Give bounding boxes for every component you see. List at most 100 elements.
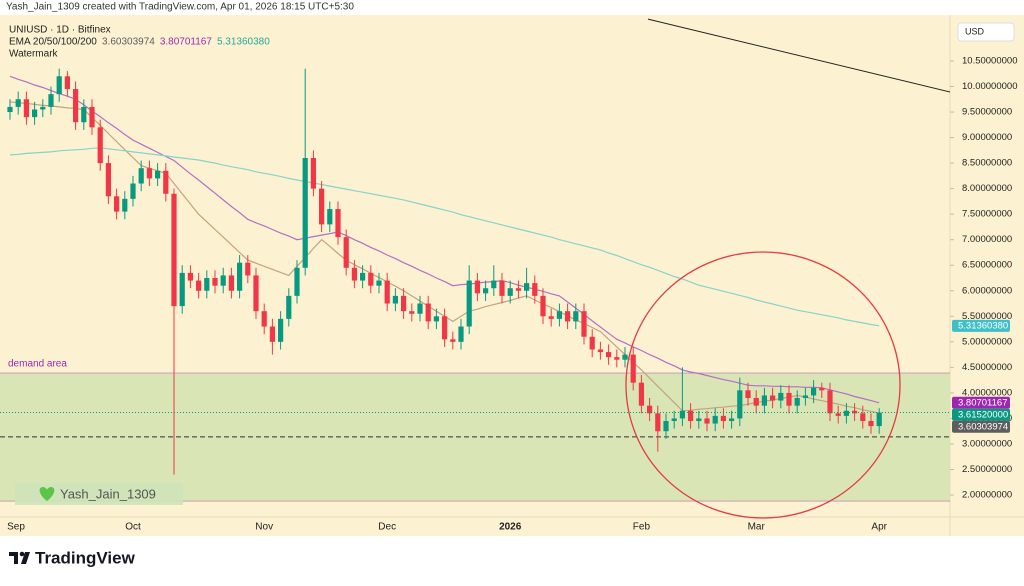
candle-body xyxy=(606,352,612,358)
candle-body xyxy=(720,415,726,421)
candle-body xyxy=(647,405,653,414)
candle-body xyxy=(532,283,538,296)
watermark-label: Watermark xyxy=(9,49,59,60)
candle-body xyxy=(802,395,808,399)
candle-body xyxy=(15,99,21,107)
candle-body xyxy=(278,318,284,342)
candle-body xyxy=(524,283,530,291)
logo-part xyxy=(21,552,30,564)
plot-area xyxy=(0,18,950,502)
brand-logo xyxy=(9,551,30,564)
y-tick-label: 8.00000000 xyxy=(962,183,1012,194)
candle-body xyxy=(597,349,603,353)
candle-body xyxy=(253,275,259,312)
candle-body xyxy=(827,390,833,414)
x-tick-label: Sep xyxy=(7,522,25,533)
logo-part xyxy=(14,552,18,564)
candle-body xyxy=(786,392,792,406)
candle-body xyxy=(310,157,316,189)
candle-body xyxy=(622,354,628,360)
candle-body xyxy=(573,311,579,322)
candle-body xyxy=(499,280,505,296)
candle-body xyxy=(335,209,341,238)
candle-body xyxy=(761,395,767,406)
x-tick-label: Mar xyxy=(748,522,766,533)
candle-body xyxy=(392,295,398,304)
ema-value: 5.31360380 xyxy=(217,37,270,48)
candle-body xyxy=(876,412,882,427)
price-tag-label: 3.60303974 xyxy=(958,421,1008,432)
y-tick-label: 4.00000000 xyxy=(962,387,1012,398)
candle-body xyxy=(360,272,366,281)
candle-body xyxy=(89,106,95,128)
x-tick-label: Feb xyxy=(633,522,651,533)
candle-body xyxy=(286,295,292,319)
candle-body xyxy=(474,280,480,294)
price-tag xyxy=(952,408,1010,421)
candle-body xyxy=(450,339,456,342)
y-tick-label: 2.50000000 xyxy=(962,464,1012,475)
candle-body xyxy=(48,94,54,107)
price-tag-label: 5.31360380 xyxy=(958,320,1008,331)
y-tick-label: 7.50000000 xyxy=(962,209,1012,220)
candle-body xyxy=(237,262,243,291)
ema-value: 3.60303974 xyxy=(102,37,155,48)
candle-body xyxy=(114,196,120,212)
candle-body xyxy=(32,109,38,118)
ema-line xyxy=(9,75,880,404)
candle-body xyxy=(384,280,390,304)
candle-body xyxy=(466,280,472,327)
candle-body xyxy=(343,237,349,268)
y-tick-label: 5.00000000 xyxy=(962,336,1012,347)
candle-body xyxy=(655,413,661,432)
watermark-heart xyxy=(39,487,55,501)
candle-body xyxy=(860,413,866,421)
candle-body xyxy=(409,311,415,314)
currency: USD xyxy=(965,26,985,36)
candle-body xyxy=(458,326,464,342)
candle-body xyxy=(778,392,784,401)
candle-body xyxy=(811,387,817,396)
logo-part xyxy=(9,552,18,556)
candle-body xyxy=(155,170,161,179)
candle-body xyxy=(171,193,177,307)
candle-body xyxy=(663,420,669,432)
candle-body xyxy=(729,418,735,421)
candle-body xyxy=(401,295,407,312)
price-tag xyxy=(952,396,1010,409)
candle-body xyxy=(417,303,423,314)
candle-body xyxy=(302,157,308,268)
y-tick-label: 6.50000000 xyxy=(962,260,1012,271)
highlight-circle xyxy=(625,251,901,519)
price-tag-label: 3.80701167 xyxy=(958,397,1008,408)
y-tick-label: 10.50000000 xyxy=(962,55,1017,66)
candle-body xyxy=(40,106,46,110)
candle-body xyxy=(179,272,185,307)
candle-body xyxy=(515,288,521,291)
candle-body xyxy=(589,336,595,350)
currency-box[interactable] xyxy=(957,22,1015,42)
candle-body xyxy=(228,275,234,291)
candle-body xyxy=(97,127,103,164)
y-tick-label: 9.00000000 xyxy=(962,132,1012,143)
price-tag xyxy=(952,420,1010,433)
candle-body xyxy=(565,311,571,322)
watermark-box xyxy=(15,483,183,505)
candle-body xyxy=(187,272,193,281)
x-tick-label: Nov xyxy=(255,522,273,533)
candle-body xyxy=(483,288,489,294)
y-tick-label: 8.50000000 xyxy=(962,158,1012,169)
candle-body xyxy=(852,410,858,414)
brand: TradingView xyxy=(35,548,136,567)
candle-body xyxy=(7,106,13,113)
y-tick-label: 9.50000000 xyxy=(962,107,1012,118)
x-tick-label: Oct xyxy=(125,522,141,533)
watermark: Yash_Jain_1309 xyxy=(60,486,156,501)
candle-body xyxy=(220,275,226,286)
x-tick-label: 2026 xyxy=(499,522,522,533)
logo-part xyxy=(19,551,25,557)
candle-body xyxy=(212,278,218,286)
x-tick-label: Apr xyxy=(871,522,887,533)
candle-body xyxy=(204,278,210,291)
